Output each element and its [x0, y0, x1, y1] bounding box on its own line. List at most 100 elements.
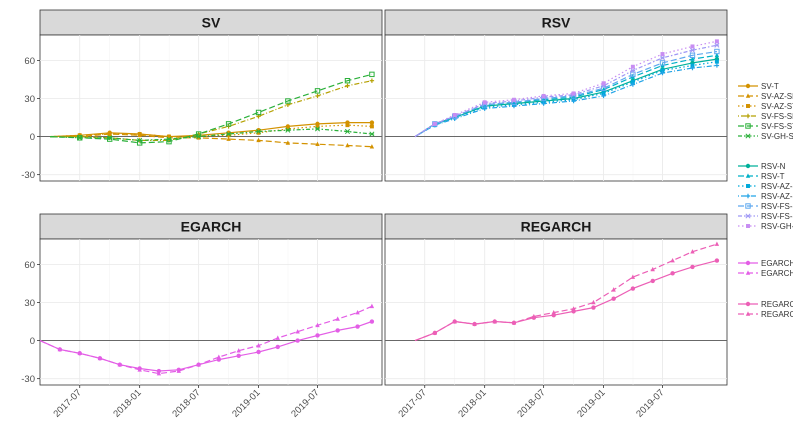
legend-key-marker: [745, 260, 751, 266]
data-point: [571, 91, 576, 96]
data-point: [285, 98, 291, 104]
data-point: [285, 140, 291, 145]
legend-key-marker: [745, 83, 751, 89]
data-point: [452, 318, 457, 324]
x-tick-label: 2017-07: [396, 387, 428, 419]
panel-title: SV: [202, 15, 221, 31]
data-point: [571, 306, 576, 311]
data-point: [670, 257, 675, 263]
data-point: [591, 305, 596, 310]
data-point: [369, 78, 375, 83]
data-point: [690, 63, 695, 68]
data-point: [472, 321, 477, 326]
legend-item: RSV-FS-SN: [738, 202, 793, 211]
legend-item: SV-FS-SN: [738, 112, 793, 121]
legend-item: RSV-AZ-ST: [738, 192, 793, 201]
legend-key-marker: [745, 133, 751, 139]
legend-label: SV-FS-ST: [761, 122, 793, 131]
data-point: [690, 65, 695, 71]
legend-key-marker: [745, 173, 751, 178]
series-line: [414, 40, 718, 138]
legend: SV-TSV-AZ-SNSV-AZ-STSV-FS-SNSV-FS-STSV-G…: [738, 82, 793, 319]
data-point: [714, 39, 719, 44]
data-point: [611, 287, 616, 292]
data-point: [166, 136, 172, 142]
x-tick-label: 2018-01: [111, 387, 143, 419]
panel-sv: SV -30 0 30 60: [21, 9, 383, 182]
data-point: [225, 121, 232, 127]
x-tick-label: 2019-07: [634, 387, 666, 419]
data-point: [275, 344, 280, 350]
data-point: [541, 93, 546, 98]
y-tick-label: -30: [21, 170, 35, 181]
data-point: [630, 82, 636, 87]
legend-item: SV-FS-ST: [738, 122, 793, 131]
data-point: [541, 101, 546, 106]
legend-label: RSV-FS-ST: [761, 212, 793, 221]
data-point: [690, 44, 695, 49]
series-line: [50, 133, 372, 148]
x-tick-label: 2018-07: [515, 387, 547, 419]
legend-key-marker: [745, 113, 751, 119]
series-line: [414, 61, 717, 138]
legend-label: SV-T: [761, 82, 779, 91]
series-line: [50, 128, 372, 141]
series-line: [50, 122, 372, 138]
legend-item: RSV-GH-ST: [738, 222, 793, 231]
legend-label: SV-AZ-SN: [761, 92, 793, 101]
data-point: [295, 338, 300, 343]
data-point: [369, 144, 375, 149]
data-point: [285, 126, 290, 131]
legend-key-marker: [745, 123, 751, 129]
data-point: [285, 127, 291, 133]
legend-item: REGARCH-T: [738, 310, 793, 319]
legend-label: RSV-T: [761, 172, 785, 181]
y-tick-label: 30: [24, 94, 35, 105]
data-point: [314, 126, 321, 132]
data-point: [156, 370, 162, 376]
panel-egarch: EGARCH -30 0 30 60 2017-07 2018-01 2018-07 2019-…: [21, 213, 383, 420]
data-point: [630, 274, 636, 279]
data-point: [107, 132, 112, 137]
data-point: [660, 70, 665, 76]
data-point: [345, 123, 350, 128]
data-point: [690, 56, 695, 61]
data-point: [659, 60, 666, 66]
legend-label: SV-GH-ST: [761, 132, 793, 141]
data-point: [630, 64, 635, 69]
data-point: [689, 52, 696, 59]
legend-item: EGARCH-N: [738, 259, 793, 268]
legend-key-marker: [746, 184, 750, 188]
data-point: [551, 310, 556, 315]
data-point: [255, 109, 262, 116]
data-point: [650, 266, 655, 272]
legend-label: EGARCH-N: [761, 259, 793, 268]
data-point: [492, 318, 497, 324]
data-point: [714, 258, 720, 263]
data-point: [670, 271, 675, 276]
legend-label: RSV-AZ-SN: [761, 182, 793, 191]
data-point: [107, 135, 113, 141]
legend-key-marker: [746, 224, 750, 228]
data-point: [256, 343, 261, 348]
panel-strip: [384, 213, 728, 240]
legend-label: REGARCH-T: [761, 310, 793, 319]
data-point: [452, 113, 457, 117]
data-point: [196, 362, 201, 367]
legend-label: RSV-FS-SN: [761, 202, 793, 211]
data-point: [117, 362, 122, 367]
data-point: [630, 71, 636, 78]
legend-item: RSV-N: [738, 162, 786, 171]
legend-key-marker: [745, 301, 751, 307]
data-point: [369, 131, 375, 137]
legend-label: RSV-N: [761, 162, 786, 171]
data-point: [611, 296, 616, 301]
data-point: [275, 335, 280, 340]
data-point: [650, 278, 655, 284]
data-point: [315, 93, 320, 99]
data-point: [167, 134, 171, 139]
data-point: [369, 124, 374, 129]
panel-regarch: REGARCH 2017-07 2018-01 2018-07 2019-01 2019-…: [384, 213, 728, 420]
y-tick-label: 60: [24, 56, 35, 67]
